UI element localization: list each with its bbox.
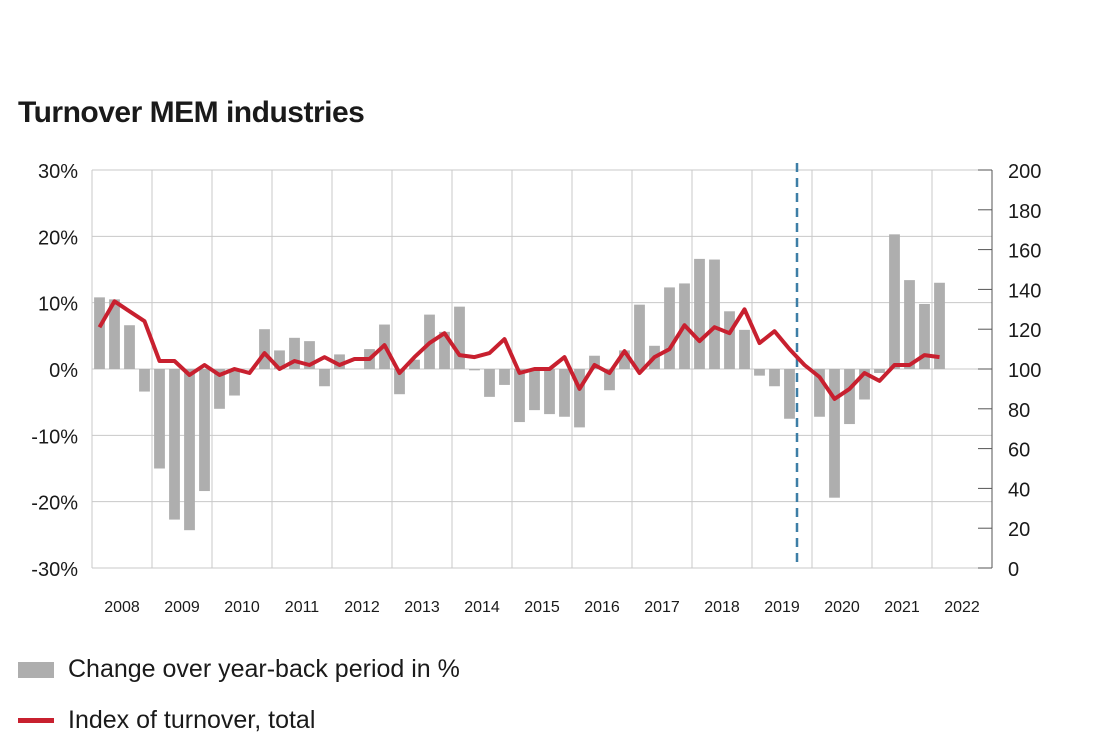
bar xyxy=(499,369,510,385)
legend-label-bars: Change over year-back period in % xyxy=(68,655,460,683)
bar xyxy=(454,306,465,369)
bar xyxy=(604,369,615,391)
x-tick-label: 2016 xyxy=(584,599,620,616)
bar xyxy=(919,303,930,369)
x-tick-label: 2017 xyxy=(644,599,680,616)
bar xyxy=(259,329,270,369)
bar xyxy=(784,369,795,419)
bar xyxy=(184,369,195,531)
bar xyxy=(769,369,780,387)
bar xyxy=(229,369,240,396)
bar xyxy=(289,337,300,369)
bar xyxy=(754,369,765,376)
y-right-tick-label: 200 xyxy=(1008,161,1041,183)
x-tick-label: 2022 xyxy=(944,599,980,616)
bar xyxy=(169,369,180,520)
x-tick-label: 2014 xyxy=(464,599,500,616)
bar xyxy=(334,354,345,369)
legend-item-bars: Change over year-back period in % xyxy=(18,655,460,684)
y-left-tick-label: -10% xyxy=(31,426,78,448)
bar xyxy=(124,325,135,369)
legend-swatch-line xyxy=(18,718,54,723)
x-tick-label: 2019 xyxy=(764,599,800,616)
bar xyxy=(739,329,750,369)
x-tick-label: 2021 xyxy=(884,599,920,616)
y-left-tick-label: -30% xyxy=(31,559,78,581)
chart-title: Turnover MEM industries xyxy=(18,96,365,129)
y-right-tick-label: 20 xyxy=(1008,519,1030,541)
bar xyxy=(304,341,315,369)
bar xyxy=(109,299,120,369)
bar xyxy=(439,331,450,369)
bar xyxy=(664,287,675,369)
bar xyxy=(904,280,915,369)
y-right-tick-label: 60 xyxy=(1008,440,1030,462)
bar xyxy=(814,369,825,417)
y-right-tick-label: 160 xyxy=(1008,241,1041,263)
bar xyxy=(139,369,150,392)
bar xyxy=(409,359,420,369)
legend-label-line: Index of turnover, total xyxy=(68,706,316,734)
bar xyxy=(484,369,495,397)
bar xyxy=(694,258,705,369)
axis-layer xyxy=(795,163,993,569)
bar xyxy=(319,369,330,387)
bar xyxy=(574,369,585,428)
y-left-tick-label: 20% xyxy=(38,227,78,249)
x-tick-label: 2015 xyxy=(524,599,560,616)
y-left-tick-label: -20% xyxy=(31,493,78,515)
x-tick-label: 2009 xyxy=(164,599,200,616)
legend-swatch-bars xyxy=(18,661,54,678)
y-left-tick-label: 0% xyxy=(49,360,78,382)
bars-layer xyxy=(94,234,945,531)
bar xyxy=(559,369,570,417)
bar xyxy=(934,282,945,369)
line-layer xyxy=(97,299,940,401)
bar xyxy=(859,369,870,400)
y-right-tick-label: 100 xyxy=(1008,360,1041,382)
bar xyxy=(589,355,600,369)
x-tick-label: 2008 xyxy=(104,599,140,616)
bar xyxy=(874,369,885,373)
bar xyxy=(844,369,855,425)
bar xyxy=(709,259,720,369)
x-tick-label: 2020 xyxy=(824,599,860,616)
legend-item-line: Index of turnover, total xyxy=(18,706,315,735)
x-tick-label: 2010 xyxy=(224,599,260,616)
bar xyxy=(829,369,840,498)
x-tick-label: 2013 xyxy=(404,599,440,616)
x-tick-label: 2011 xyxy=(285,599,320,616)
bar xyxy=(199,369,210,492)
bar xyxy=(154,369,165,469)
y-right-tick-label: 180 xyxy=(1008,201,1041,223)
bar xyxy=(214,369,225,409)
y-left-tick-label: 30% xyxy=(38,161,78,183)
x-tick-label: 2012 xyxy=(344,599,380,616)
index-line xyxy=(97,299,940,401)
y-right-tick-label: 40 xyxy=(1008,479,1030,501)
bar xyxy=(544,369,555,415)
y-right-tick-label: 80 xyxy=(1008,400,1030,422)
bar xyxy=(634,304,645,369)
labels-layer: -30% -20% -10% 0% 10% 20% 30% 0 20 40 60 80 100 120 14… xyxy=(31,161,1041,616)
y-left-tick-label: 10% xyxy=(38,294,78,316)
chart-svg: -30% -20% -10% 0% 10% 20% 30% 0 20 40 60 80 100 120 14… xyxy=(31,161,1041,616)
bar xyxy=(394,369,405,395)
y-right-tick-label: 0 xyxy=(1008,559,1019,581)
bar xyxy=(529,369,540,411)
bar xyxy=(889,234,900,369)
bar xyxy=(469,369,480,371)
bar xyxy=(274,350,285,369)
x-tick-label: 2018 xyxy=(704,599,740,616)
y-right-tick-label: 140 xyxy=(1008,280,1041,302)
bar xyxy=(94,297,105,369)
bar xyxy=(514,369,525,423)
bar xyxy=(724,311,735,369)
y-right-tick-label: 120 xyxy=(1008,320,1041,342)
bar xyxy=(619,350,630,369)
